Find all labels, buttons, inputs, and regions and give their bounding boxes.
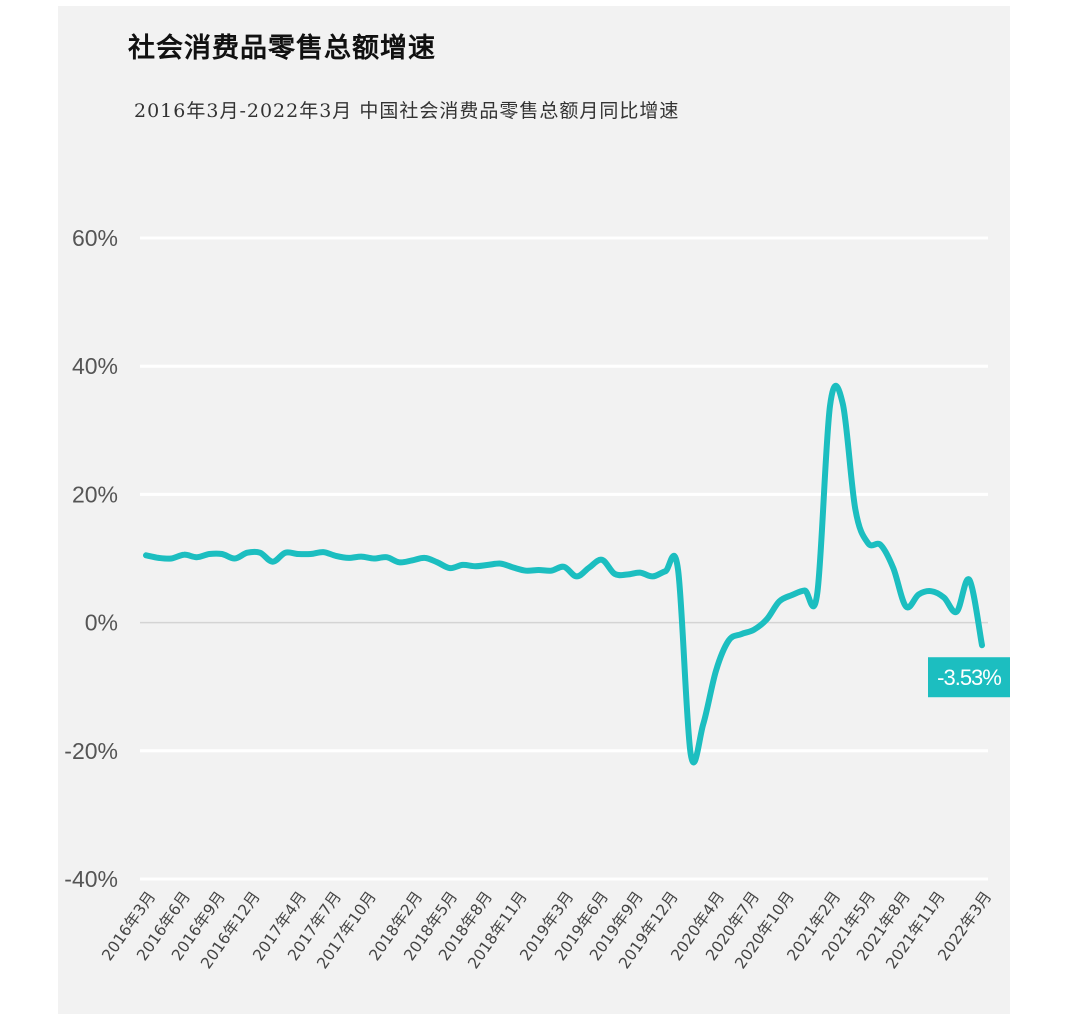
x-axis-ticks: 2016年3月2016年6月2016年9月2016年12月2017年4月2017… bbox=[98, 888, 995, 972]
y-tick-label: 60% bbox=[72, 225, 118, 251]
series-line bbox=[143, 382, 985, 766]
callout-box bbox=[928, 657, 1010, 698]
y-tick-label: 20% bbox=[72, 481, 118, 507]
chart-panel bbox=[58, 6, 1010, 1014]
chart-subtitle: 2016年3月-2022年3月 中国社会消费品零售总额月同比增速 bbox=[134, 100, 680, 122]
chart-title: 社会消费品零售总额增速 bbox=[128, 33, 436, 64]
y-tick-label: 40% bbox=[72, 353, 118, 379]
series-layer bbox=[143, 382, 985, 766]
callout-layer: -3.53% bbox=[928, 657, 1010, 698]
callout-label: -3.53% bbox=[937, 665, 1001, 690]
gridlines bbox=[140, 236, 988, 881]
y-axis-ticks: 60% 40% 20% 0% -20% -40% bbox=[64, 225, 118, 892]
y-tick-label: -40% bbox=[64, 866, 118, 892]
y-tick-label: -20% bbox=[64, 738, 118, 764]
y-tick-label: 0% bbox=[85, 610, 118, 636]
